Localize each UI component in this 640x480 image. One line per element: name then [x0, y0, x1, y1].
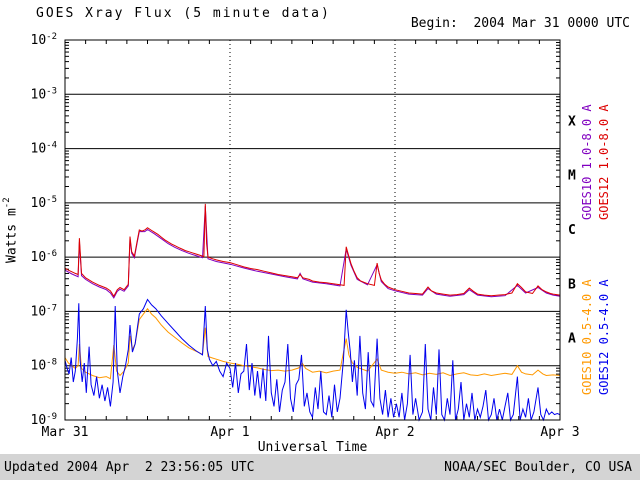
- y-tick-label: 10-2: [31, 32, 58, 48]
- series-line-goes10-long: [64, 206, 561, 299]
- flare-class-label-m: M: [568, 169, 576, 184]
- page-title: GOES Xray Flux (5 minute data): [36, 6, 331, 21]
- y-tick-label: 10-7: [31, 303, 58, 319]
- flare-class-label-b: B: [568, 277, 576, 292]
- flare-class-label-x: X: [568, 114, 576, 129]
- flare-class-label-a: A: [568, 332, 576, 347]
- legend-goes10-short-label: GOES10 0.5-4.0 A: [580, 279, 594, 395]
- credit-text: NOAA/SEC Boulder, CO USA: [444, 459, 632, 475]
- footer-bar: Updated 2004 Apr 2 23:56:05 UTC NOAA/SEC…: [0, 454, 640, 480]
- x-tick-label: Apr 2: [375, 425, 414, 440]
- plot-border: [64, 39, 561, 421]
- legend-goes12-short-label: GOES12 0.5-4.0 A: [597, 279, 611, 395]
- y-tick-label: 10-4: [31, 141, 58, 157]
- x-tick-label: Apr 1: [210, 425, 249, 440]
- y-tick-label: 10-3: [31, 86, 58, 102]
- series-line-goes10-short: [64, 307, 561, 380]
- x-tick-label: Mar 31: [42, 425, 89, 440]
- y-tick-label: 10-5: [31, 195, 58, 211]
- flare-class-label-c: C: [568, 223, 576, 238]
- series-line-goes12-short: [64, 298, 561, 422]
- y-tick-label: 10-6: [31, 249, 58, 265]
- series-line-goes12-long: [64, 203, 561, 298]
- begin-timestamp-label: Begin: 2004 Mar 31 0000 UTC: [410, 16, 630, 31]
- x-axis-label: Universal Time: [257, 440, 368, 455]
- legend-goes12-long-label: GOES12 1.0-8.0 A: [597, 104, 611, 220]
- legend-goes10-long-label: GOES10 1.0-8.0 A: [580, 104, 594, 220]
- x-tick-label: Apr 3: [540, 425, 579, 440]
- y-tick-label: 10-8: [31, 358, 58, 374]
- updated-timestamp: Updated 2004 Apr 2 23:56:05 UTC: [4, 459, 255, 475]
- y-tick-label: 10-9: [31, 412, 58, 428]
